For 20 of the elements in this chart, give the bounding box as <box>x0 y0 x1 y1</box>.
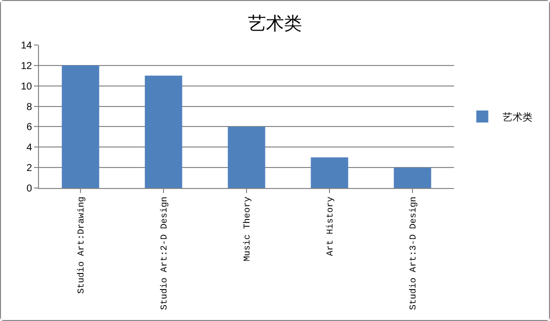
y-tick-label: 14 <box>20 40 32 52</box>
x-tick-label: Studio Art:2-D Design <box>159 196 170 310</box>
x-tick-label: Music Theory <box>242 196 252 262</box>
bar <box>310 157 348 188</box>
chart-title: 艺术类 <box>248 14 302 35</box>
legend-label: 艺术类 <box>502 111 532 124</box>
x-tick-label: Art History <box>325 196 336 256</box>
y-tick-label: 6 <box>26 122 32 134</box>
y-tick-label: 12 <box>20 60 32 72</box>
x-tick-label: Studio Art:Drawing <box>76 196 86 294</box>
bar <box>394 168 432 188</box>
y-tick-label: 4 <box>26 142 32 154</box>
x-tick-label: Studio Art:3-D Design <box>408 196 418 310</box>
bar <box>144 76 182 188</box>
y-tick-label: 10 <box>20 81 32 92</box>
bar <box>62 65 100 188</box>
y-tick-label: 8 <box>26 102 32 113</box>
bar <box>228 126 266 188</box>
y-tick-label: 0 <box>26 184 32 194</box>
y-tick-label: 2 <box>26 163 32 174</box>
